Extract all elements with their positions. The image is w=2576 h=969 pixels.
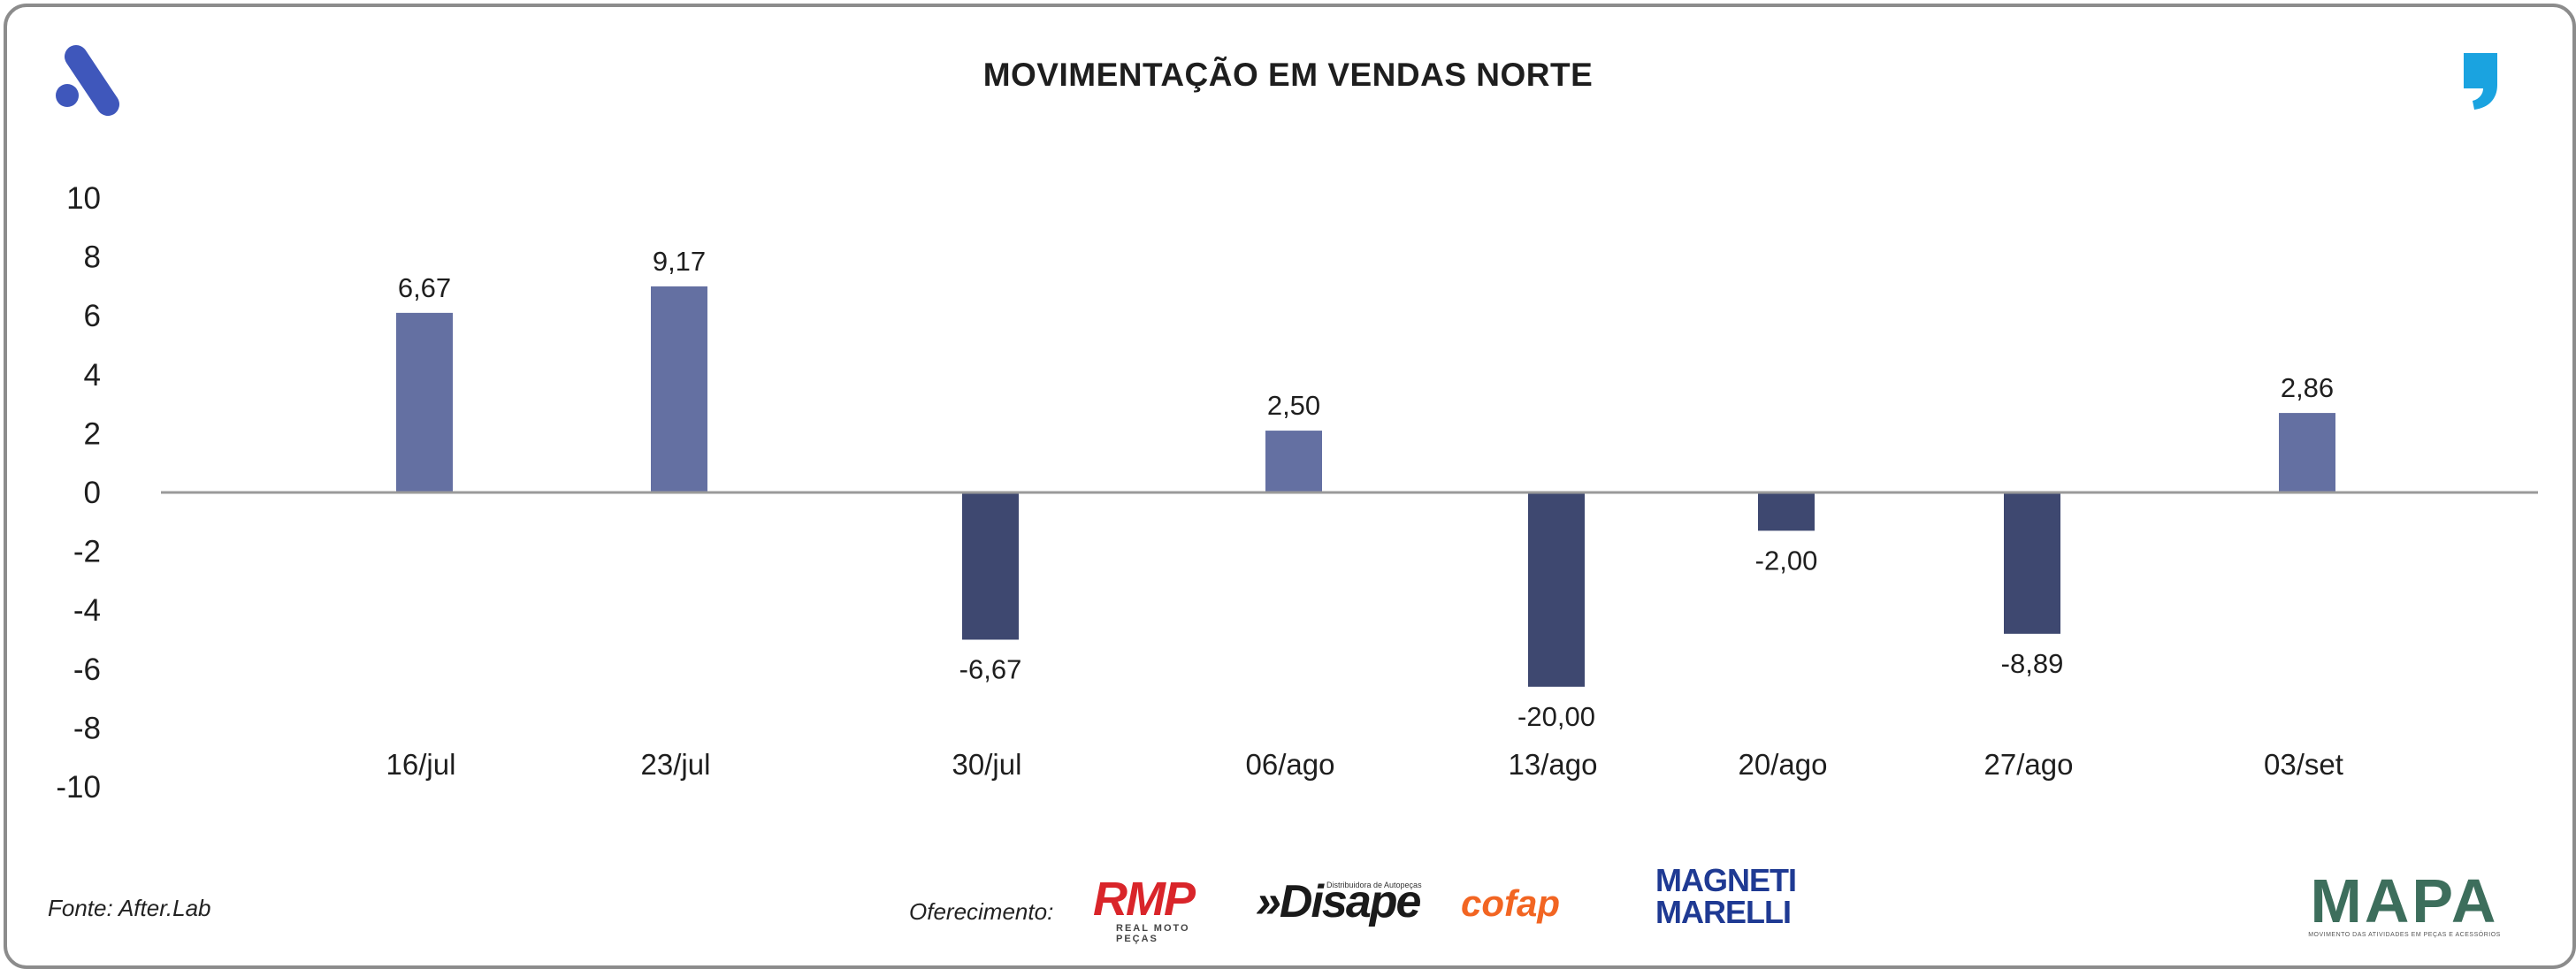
y-tick-label: 0 [84, 476, 101, 510]
y-axis: 10 8 6 4 2 0 -2 -4 -6 -8 -10 [56, 181, 101, 805]
y-tick-label: 10 [66, 181, 101, 216]
data-labels: 6,67 9,17 -6,67 2,50 -20,00 -2,00 -8,89 2,86 [398, 246, 2334, 732]
magneti-marelli-logo: MAGNETI MARELLI [1655, 862, 1797, 935]
cofap-logo-text: cofap [1461, 882, 1561, 924]
disape-logo: Distribuidora de Autopeças »Disape [1256, 875, 1433, 934]
bars [396, 286, 2335, 687]
rmp-logo-subtext: REAL MOTO PEÇAS [1116, 923, 1190, 944]
marelli-logo-line1: MAGNETI [1655, 862, 1797, 898]
y-tick-label: -8 [73, 711, 101, 745]
x-tick-label: 23/jul [641, 748, 711, 781]
x-tick-label: 27/ago [1984, 748, 2074, 781]
cofap-logo: cofap [1461, 877, 1638, 930]
bar [396, 312, 453, 492]
data-label: -8,89 [2001, 648, 2064, 679]
bar [962, 492, 1019, 640]
x-tick-label: 03/set [2264, 748, 2343, 781]
disape-logo-subtext: Distribuidora de Autopeças [1326, 881, 1422, 889]
quote-mark-icon [2464, 53, 2497, 110]
bar [1758, 492, 1815, 531]
x-axis: 16/jul 23/jul 30/jul 06/ago 13/ago 20/ago 27/a… [386, 748, 2343, 781]
data-label: -20,00 [1517, 701, 1595, 732]
bar [2004, 492, 2060, 634]
y-tick-label: -2 [73, 535, 101, 569]
bar [1528, 492, 1585, 687]
sponsor-label: Oferecimento: [909, 898, 1054, 925]
mapa-logo-text: MAPA [2310, 866, 2499, 935]
brand-a-icon [56, 45, 119, 116]
data-label: 2,50 [1267, 390, 1320, 421]
y-tick-label: 4 [84, 358, 101, 393]
disape-logo-text: »Disape [1256, 876, 1421, 927]
x-tick-label: 16/jul [386, 748, 456, 781]
y-tick-label: 8 [84, 240, 101, 275]
mapa-logo-subtext: MOVIMENTO DAS ATIVIDADES EM PEÇAS E ACES… [2308, 932, 2501, 938]
data-label: -2,00 [1755, 545, 1818, 576]
x-tick-label: 06/ago [1246, 748, 1335, 781]
y-tick-label: -10 [56, 770, 101, 805]
data-label: 9,17 [653, 246, 706, 277]
x-tick-label: 20/ago [1739, 748, 1828, 781]
data-label: -6,67 [959, 654, 1022, 685]
mapa-logo: MAPA MOVIMENTO DAS ATIVIDADES EM PEÇAS E… [2305, 870, 2504, 944]
x-tick-label: 13/ago [1509, 748, 1598, 781]
y-tick-label: -6 [73, 652, 101, 687]
y-tick-label: 6 [84, 299, 101, 333]
bar [651, 286, 707, 492]
x-tick-label: 30/jul [952, 748, 1022, 781]
data-label: 6,67 [398, 272, 451, 303]
y-tick-label: 2 [84, 416, 101, 451]
rmp-logo-text: RMP [1093, 873, 1196, 926]
chart-title: MOVIMENTAÇÃO EM VENDAS NORTE [982, 57, 1594, 93]
marelli-logo-line2: MARELLI [1655, 894, 1792, 930]
bar [1265, 431, 1322, 492]
rmp-logo: RMP REAL MOTO PEÇAS [1093, 873, 1233, 944]
bar [2279, 413, 2335, 492]
source-note: Fonte: After.Lab [48, 895, 211, 921]
data-label: 2,86 [2281, 372, 2334, 403]
y-tick-label: -4 [73, 593, 101, 628]
